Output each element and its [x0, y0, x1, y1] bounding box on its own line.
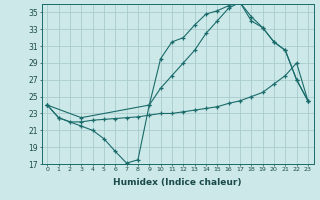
X-axis label: Humidex (Indice chaleur): Humidex (Indice chaleur)	[113, 178, 242, 187]
